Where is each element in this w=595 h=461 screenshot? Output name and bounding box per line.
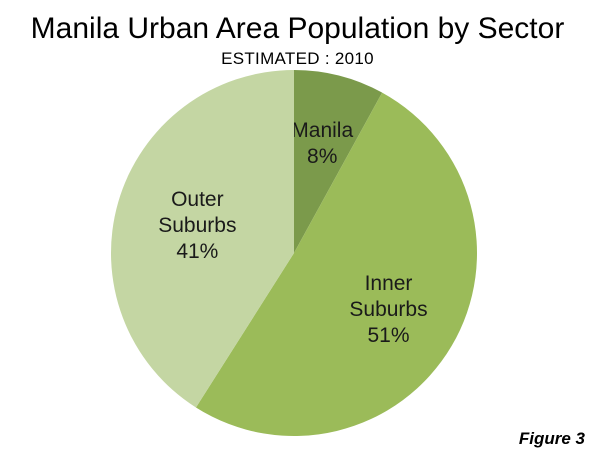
slice-label-line: Outer [171,188,224,211]
slice-label-line: 41% [176,240,218,263]
pie-slice-outer-suburbs [110,70,295,408]
slice-label-line: Suburbs [349,298,427,321]
slice-label-inner-suburbs: Inner Suburbs 51% [349,272,427,347]
slice-label-line: Manila [291,119,353,142]
slice-label-line: Inner [365,272,413,295]
chart-subtitle: ESTIMATED : 2010 [221,49,374,68]
pie-slice-inner-suburbs [195,92,477,436]
slice-label-line: 8% [307,145,337,168]
slice-label-outer-suburbs: Outer Suburbs 41% [158,188,236,263]
slice-label-manila: Manila 8% [291,119,353,168]
figure-label: Figure 3 [518,429,585,448]
slice-label-line: 51% [367,324,409,347]
pie-slice-manila [294,70,383,253]
slice-label-line: Suburbs [158,214,236,237]
chart-title: Manila Urban Area Population by Sector [30,12,565,45]
